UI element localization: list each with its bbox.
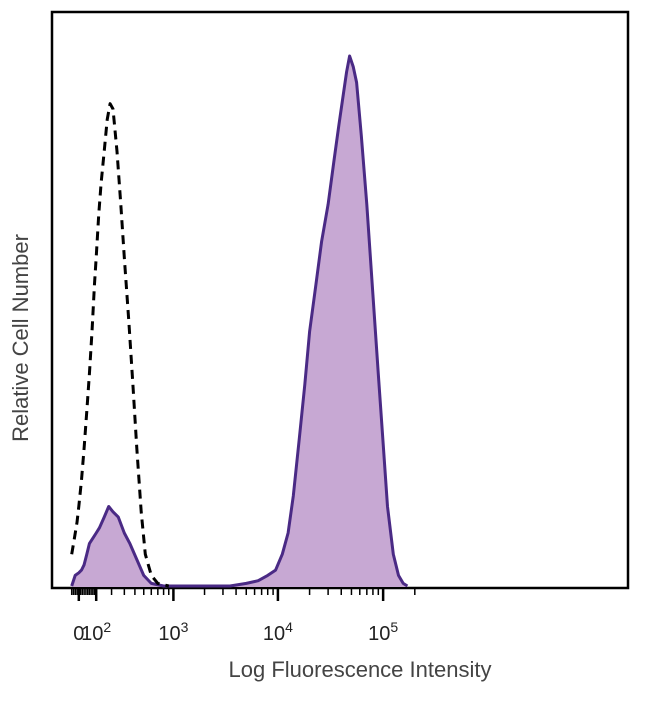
control-histogram-line: [70, 102, 170, 588]
plot-frame: [50, 10, 630, 590]
x-tick-label: 103: [158, 619, 188, 645]
x-tick-label: 102: [81, 619, 111, 645]
x-tick-label: 0: [73, 623, 84, 645]
x-tick-label: 104: [263, 619, 293, 645]
x-tick-label: 105: [368, 619, 398, 645]
sample-histogram-line: [70, 54, 409, 588]
series-layer: [70, 54, 409, 588]
y-axis-label: Relative Cell Number: [8, 234, 33, 442]
x-axis-label: Log Fluorescence Intensity: [229, 657, 492, 682]
sample-histogram-fill: [71, 56, 408, 587]
plot-border: [50, 10, 630, 590]
